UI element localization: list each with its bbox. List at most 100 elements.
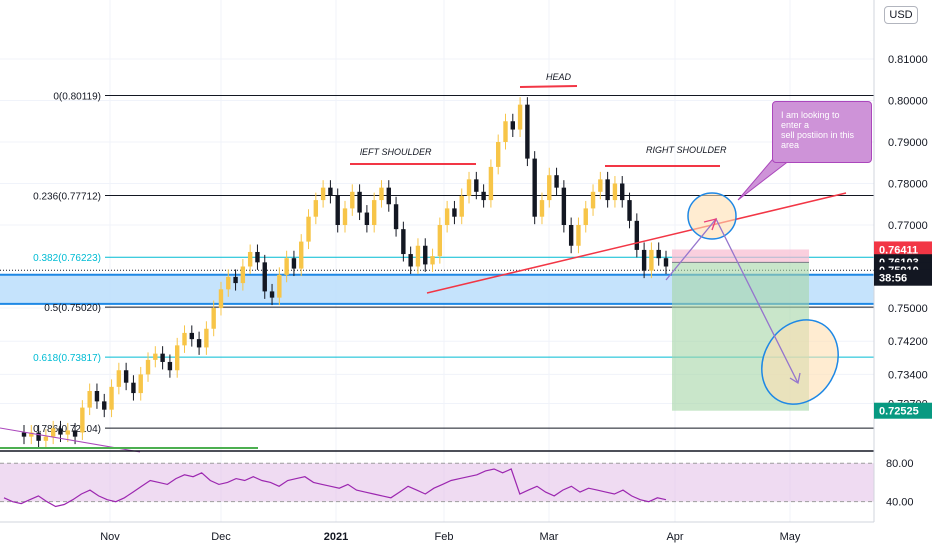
candle-body — [335, 195, 340, 225]
candle-body — [496, 142, 501, 167]
x-tick-label: Feb — [435, 531, 454, 543]
candle-body — [663, 258, 669, 267]
candle-body — [43, 436, 49, 441]
candle-body — [598, 179, 603, 192]
note-callout: I am looking to enter a sell postiion in… — [772, 101, 872, 163]
candle-body — [277, 274, 282, 298]
candle-body — [452, 208, 457, 217]
candle-body — [269, 291, 275, 298]
candle-body — [612, 183, 618, 201]
y-tick-label: 0.74200 — [888, 336, 928, 348]
callout-pointer — [737, 159, 792, 201]
time-axis[interactable]: Nov Dec 2021 Feb Mar Apr May — [0, 521, 874, 543]
candle-body — [510, 121, 515, 130]
entry-circle — [687, 192, 737, 240]
candle-body — [306, 216, 311, 242]
candle-body — [87, 391, 92, 408]
candle-body — [561, 187, 567, 225]
candle-body — [204, 328, 209, 348]
candle-body — [167, 361, 173, 371]
candle-body — [605, 179, 610, 201]
x-tick-label: 2021 — [324, 531, 348, 543]
candle-body — [576, 225, 581, 246]
x-tick-label: Nov — [100, 531, 120, 543]
candle-body — [123, 370, 129, 383]
candle-body — [182, 332, 187, 346]
candle-body — [656, 249, 661, 259]
left-shoulder-label: lEFT SHOULDER — [360, 147, 432, 157]
currency-button[interactable]: USD — [884, 6, 918, 24]
chart-drawings: lEFT SHOULDER HEAD RIGHT SHOULDER — [0, 72, 847, 453]
candle-body — [50, 428, 56, 437]
candle-body — [94, 391, 100, 402]
head-label: HEAD — [546, 72, 572, 82]
candle-body — [218, 289, 224, 308]
price-label-bg — [874, 402, 932, 419]
note-line: enter a — [781, 120, 810, 130]
neckline — [426, 192, 847, 294]
right-shoulder-label: RIGHT SHOULDER — [646, 145, 727, 155]
price-axis[interactable]: 0.81000 0.80000 0.79000 0.78000 0.77000 0.750… — [873, 0, 932, 522]
candle-body — [36, 432, 41, 441]
price-label-bg — [874, 241, 932, 258]
rsi-tick-label: 80.00 — [886, 458, 914, 470]
y-tick-label: 0.75000 — [888, 303, 928, 315]
candle-body — [503, 121, 508, 142]
fib-label: 0.786(0.72104) — [33, 424, 101, 435]
candle-body — [116, 370, 122, 387]
candle-body — [291, 258, 297, 269]
head-line — [519, 85, 578, 88]
y-tick-label: 0.73400 — [888, 369, 928, 381]
stop-loss-area — [672, 249, 809, 263]
price-label: 0.76411 — [879, 244, 918, 256]
candle-body — [525, 104, 530, 159]
candle-body — [299, 241, 304, 269]
candle-body — [459, 195, 464, 217]
arrow-head — [703, 218, 718, 231]
y-tick-label: 0.77000 — [888, 220, 928, 232]
candle-body — [415, 245, 421, 267]
candle-body — [233, 276, 238, 284]
candle-body — [379, 187, 384, 201]
candle-body — [29, 432, 34, 437]
arrow-head — [789, 372, 801, 385]
candle-body — [109, 386, 114, 410]
fib-label: 0.618(0.73817) — [33, 353, 101, 364]
candle-body — [72, 430, 78, 437]
rsi-line — [3, 468, 667, 508]
candle-body — [21, 432, 27, 437]
x-tick-label: May — [780, 531, 801, 543]
candle-body — [350, 191, 355, 209]
x-tick-label: Dec — [211, 531, 231, 543]
candle-body — [627, 200, 632, 221]
candle-body — [620, 183, 625, 201]
candle-body — [568, 225, 574, 246]
target-circle — [761, 319, 839, 405]
note-line: I am looking to — [781, 110, 840, 120]
candle-body — [364, 212, 370, 225]
candle-body — [102, 401, 107, 410]
candle-body — [386, 187, 391, 205]
y-tick-label: 0.81000 — [888, 54, 928, 66]
candle-body — [131, 382, 136, 394]
candle-body — [357, 191, 362, 213]
candle-body — [423, 245, 428, 265]
candle-body — [226, 276, 231, 290]
candle-body — [160, 353, 165, 362]
rsi-pane: 80.00 40.00 — [0, 450, 914, 509]
candle-body — [554, 175, 559, 188]
candle-body — [313, 200, 319, 217]
candle-body — [262, 262, 267, 292]
candle-body — [153, 353, 158, 360]
fib-label: 0(0.80119) — [53, 92, 101, 103]
fib-label: 0.5(0.75020) — [44, 303, 101, 314]
y-tick-label: 0.78000 — [888, 179, 928, 191]
candle-body — [328, 187, 333, 196]
price-label: 38:56 — [879, 273, 907, 285]
candle-body — [430, 256, 435, 265]
candle-body — [196, 339, 202, 348]
chart-grid — [0, 0, 874, 522]
y-tick-label: 0.80000 — [888, 96, 928, 108]
x-tick-label: Apr — [666, 531, 683, 543]
